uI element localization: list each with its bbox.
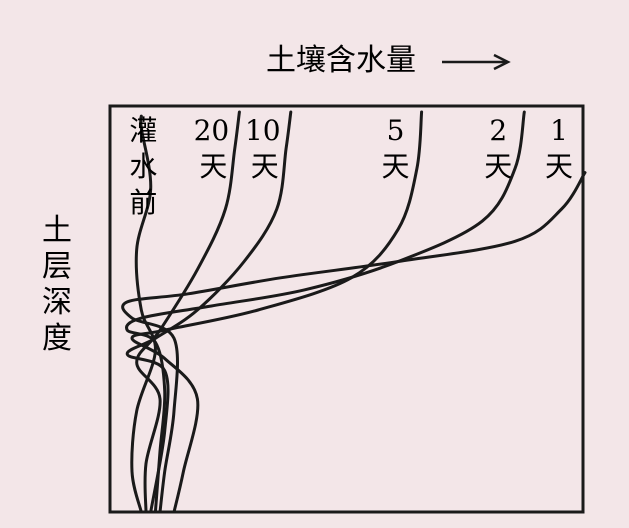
curve-label-5: 天 — [545, 150, 573, 183]
moisture-curve-0 — [130, 114, 157, 514]
curve-label-1: 天 — [199, 150, 227, 183]
y-axis-title-char: 度 — [42, 321, 72, 356]
curve-label-4: 2 — [489, 114, 507, 147]
curves-group — [121, 110, 587, 514]
moisture-curve-4 — [125, 110, 526, 514]
curve-label-3: 天 — [382, 150, 410, 183]
y-axis-title-char: 层 — [42, 249, 72, 284]
curve-label-5: 1 — [550, 114, 568, 147]
moisture-curve-5 — [121, 171, 587, 514]
curve-label-3: 5 — [387, 114, 405, 147]
x-axis-title: 土壤含水量 — [266, 43, 416, 78]
y-axis-title-char: 土 — [42, 213, 72, 248]
x-axis-arrow — [442, 53, 511, 71]
curve-label-4: 天 — [484, 150, 512, 183]
curve-label-0: 水 — [129, 150, 157, 183]
curve-label-0: 前 — [129, 186, 157, 219]
y-axis-title-char: 深 — [42, 285, 72, 320]
curve-label-1: 20 — [194, 114, 230, 147]
plot-frame — [108, 104, 585, 514]
curve-label-2: 天 — [251, 150, 279, 183]
curve-label-0: 灌 — [129, 114, 157, 147]
curve-label-2: 10 — [245, 114, 281, 147]
moisture-curve-3 — [130, 110, 424, 514]
